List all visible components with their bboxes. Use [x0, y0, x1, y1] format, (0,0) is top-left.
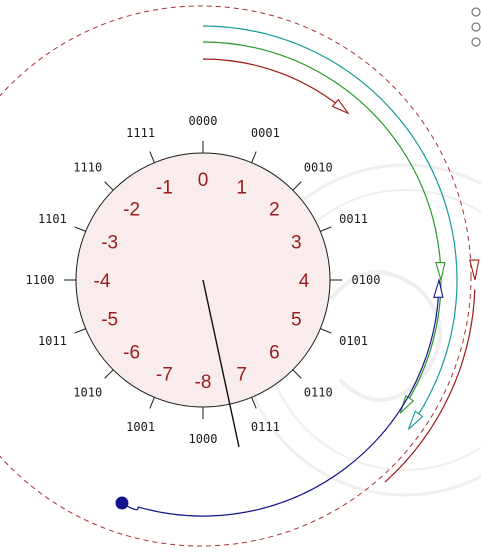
binary-label-0011: 0011 [339, 212, 368, 226]
tick-1110 [104, 181, 114, 191]
tick-0101 [320, 328, 332, 334]
page-marker-3 [471, 37, 481, 47]
binary-label-0010: 0010 [304, 161, 333, 175]
decimal-label: 3 [291, 232, 302, 253]
teal-arc [202, 25, 458, 430]
page-marker-2 [471, 22, 481, 32]
tick-1111 [149, 151, 155, 163]
tick-1011 [74, 328, 86, 334]
red-arc-lower [384, 289, 476, 483]
decimal-label: -7 [156, 364, 173, 385]
tick-1010 [104, 369, 114, 379]
page-marker-1 [471, 7, 481, 17]
decimal-label: -4 [94, 271, 111, 292]
tick-0011 [320, 226, 332, 232]
outer-dashed-circle [0, 5, 472, 547]
binary-label-1110: 1110 [73, 161, 102, 175]
binary-label-0001: 0001 [251, 126, 280, 140]
red-arrowhead-2 [469, 259, 480, 281]
decimal-label: -2 [123, 200, 140, 221]
binary-label-1011: 1011 [38, 334, 67, 348]
outer-dashed-ring [0, 5, 472, 547]
decimal-label: -8 [195, 372, 212, 393]
binary-label-1101: 1101 [38, 212, 67, 226]
binary-label-1100: 1100 [26, 273, 55, 287]
decimal-label: 1 [236, 178, 247, 199]
decimal-label: -3 [101, 232, 118, 253]
binary-label-0110: 0110 [304, 385, 333, 399]
tick-1101 [74, 226, 86, 232]
tick-1001 [149, 397, 155, 409]
tick-0110 [292, 369, 302, 379]
binary-labels: 0000000100100011010001010110011110001001… [26, 114, 381, 446]
blue-arrowhead [433, 277, 444, 298]
blue-arc [137, 279, 440, 517]
decimal-label: 0 [198, 170, 209, 191]
watermark-figure [328, 270, 442, 402]
binary-label-1111: 1111 [126, 126, 155, 140]
red-arc-top [202, 58, 349, 114]
decimal-label: 6 [269, 342, 280, 363]
decimal-labels: 0 1 23 4 56 7 -8 -7 -6-5 -4 -3-2 -1 [94, 170, 310, 393]
decimal-label: 5 [291, 310, 302, 331]
decimal-label: 4 [299, 271, 310, 292]
decimal-label: -5 [101, 310, 118, 331]
decimal-label: -1 [156, 178, 173, 199]
green-arc [202, 41, 442, 414]
addition-arcs [115, 7, 481, 517]
binary-label-0100: 0100 [352, 273, 381, 287]
binary-label-1000: 1000 [189, 432, 218, 446]
decimal-label: 2 [269, 200, 280, 221]
needle-line [202, 279, 240, 448]
binary-label-1001: 1001 [126, 420, 155, 434]
tick-0001 [251, 151, 257, 163]
binary-label-0101: 0101 [339, 334, 368, 348]
green-arrowhead-mid [435, 262, 446, 281]
red-arrowhead-1 [331, 98, 350, 115]
teal-arrowhead [407, 410, 424, 430]
pointer-needle [202, 279, 240, 448]
binary-label-1010: 1010 [73, 385, 102, 399]
decimal-label: -6 [123, 342, 140, 363]
binary-label-0000: 0000 [189, 114, 218, 128]
blue-arc-tail [121, 502, 139, 511]
tick-marks [64, 141, 342, 419]
tick-0111 [251, 397, 257, 409]
tick-0010 [292, 181, 302, 191]
binary-label-0111: 0111 [251, 420, 280, 434]
decimal-label: 7 [236, 364, 247, 385]
